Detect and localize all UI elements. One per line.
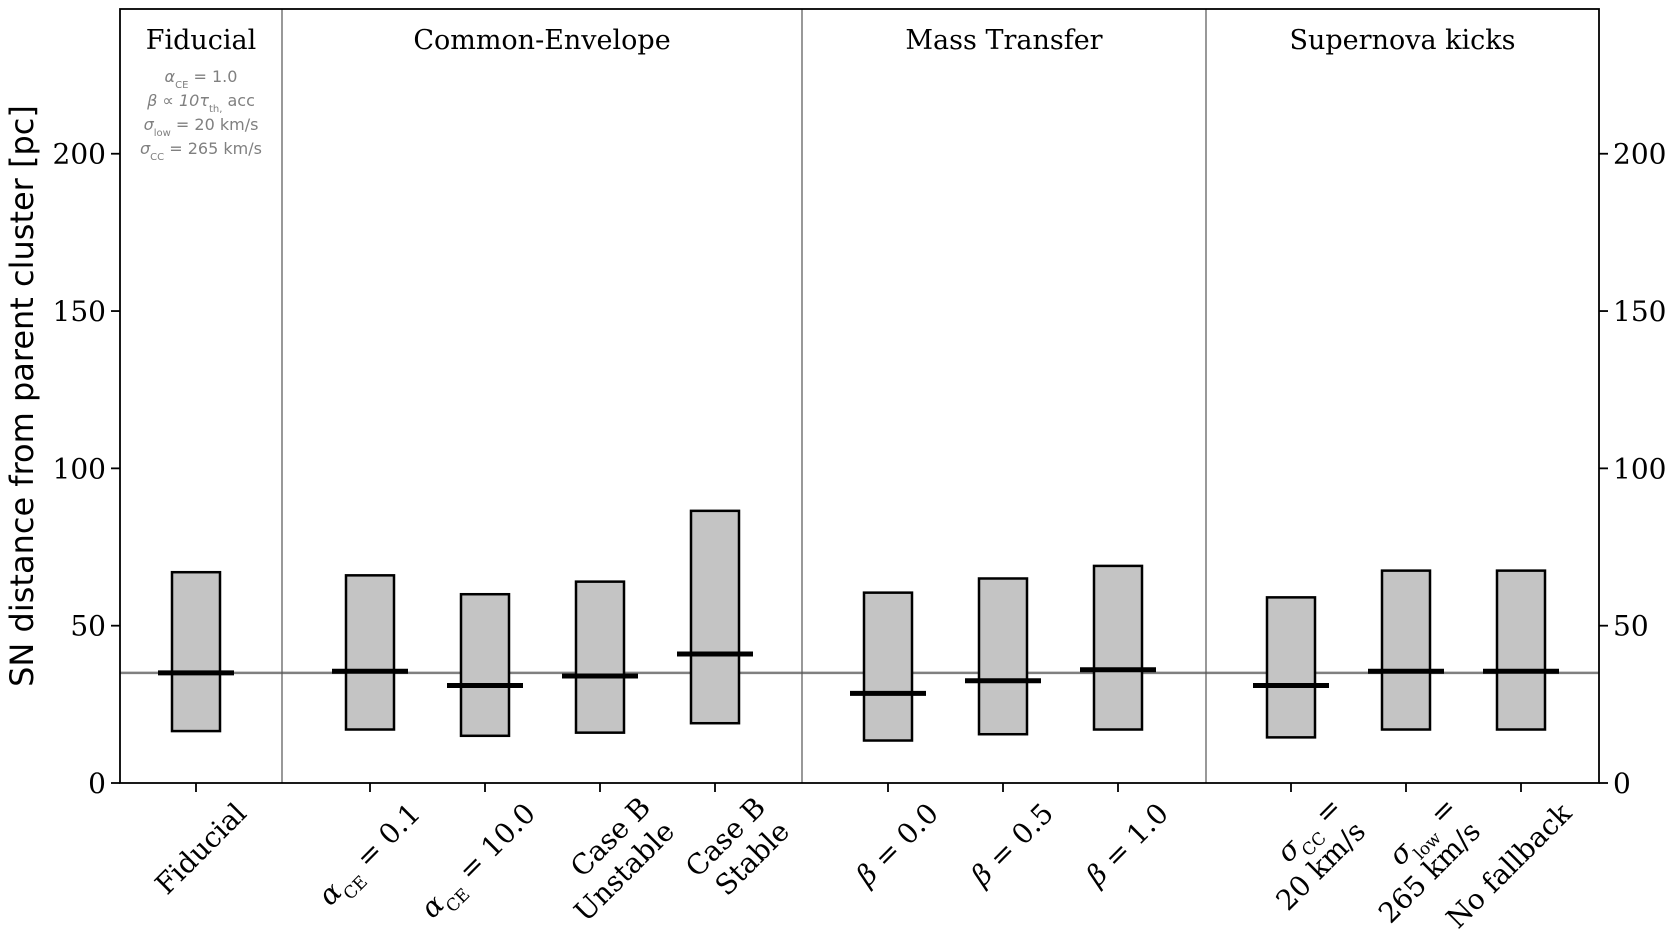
y-tick-label-left: 50 [70, 610, 106, 643]
x-tick-label: σCC =20 km/s [1246, 791, 1372, 917]
fiducial-annotation: αCE = 1.0 β ∝ 10τth, acc σlow = 20 km/s σCC… [140, 67, 262, 163]
x-tick-label: Case BStable [679, 791, 796, 908]
x-tick-label: Case BUnstable [544, 791, 681, 928]
y-tick-label-right: 100 [1613, 452, 1666, 485]
group-separators-layer: Fiducial Common-Envelope Mass Transfer Supe… [146, 9, 1516, 783]
range-box [574, 580, 626, 734]
boxes-layer [158, 509, 1559, 742]
range-box [459, 592, 511, 738]
range-box [170, 570, 222, 733]
range-box [862, 591, 914, 742]
y-tick-label-right: 50 [1613, 610, 1649, 643]
range-box [1092, 564, 1144, 731]
y-tick-label-left: 200 [53, 138, 106, 171]
y-tick-label-right: 150 [1613, 295, 1666, 328]
range-box [1495, 569, 1547, 731]
x-tick-label: β = 0.0 [849, 797, 945, 893]
group-title: Supernova kicks [1290, 25, 1516, 56]
x-tick-label: αCE = 10.0 [414, 797, 548, 931]
y-tick-label-left: 100 [53, 452, 106, 485]
x-tick-label: β = 0.5 [964, 797, 1060, 893]
y-tick-label-right: 200 [1613, 138, 1666, 171]
plot-frame [119, 8, 1600, 784]
y-tick-label-left: 0 [88, 767, 106, 800]
x-tick-label: β = 1.0 [1079, 797, 1175, 893]
range-box [1380, 569, 1432, 731]
group-title: Fiducial [146, 25, 257, 56]
range-box [977, 577, 1029, 736]
range-box [689, 509, 741, 725]
y-tick-label-left: 150 [53, 295, 106, 328]
group-title: Common-Envelope [413, 25, 670, 56]
x-tick-label: Fiducial [149, 797, 253, 901]
y-axis-label: SN distance from parent cluster [pc] [3, 105, 41, 687]
y-tick-label-right: 0 [1613, 767, 1631, 800]
group-title: Mass Transfer [905, 25, 1102, 56]
range-box [344, 574, 396, 731]
range-box [1265, 596, 1317, 739]
